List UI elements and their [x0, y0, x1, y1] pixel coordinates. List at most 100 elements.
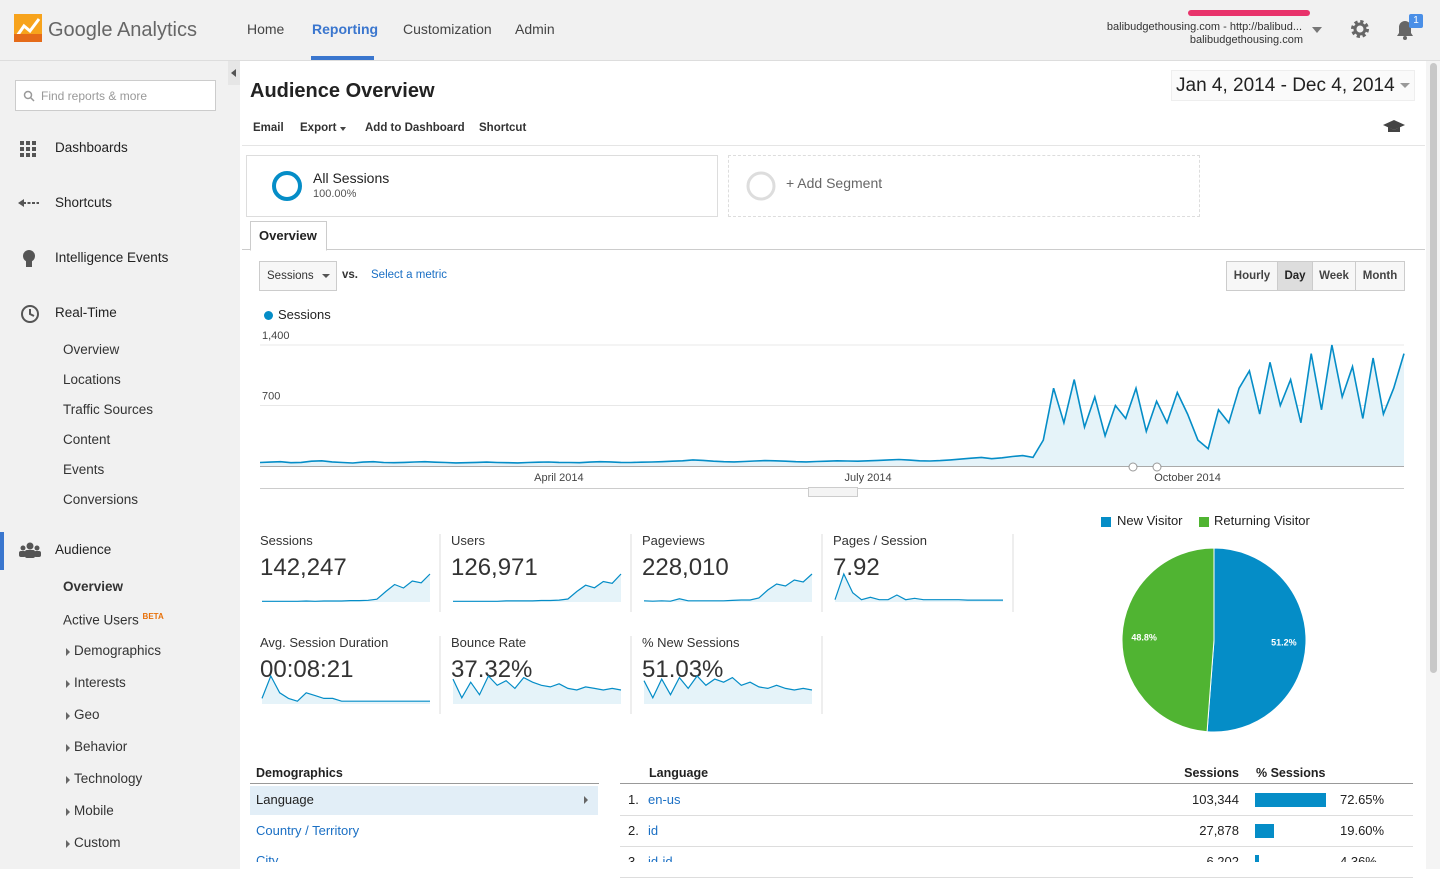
sidebar-item[interactable]: Audience	[55, 542, 112, 557]
dashboards-icon	[20, 141, 36, 157]
toolbar-button[interactable]: Export	[300, 122, 337, 134]
pie-label: 51.2%	[1271, 638, 1297, 648]
pie-legend-swatch	[1101, 517, 1111, 527]
granularity-button[interactable]: Month	[1355, 261, 1405, 291]
toolbar-button[interactable]: Add to Dashboard	[365, 122, 465, 134]
sidebar-subitem[interactable]: Interests	[74, 675, 126, 690]
granularity-button-active[interactable]: Day	[1277, 261, 1313, 291]
metric-label: Pageviews	[642, 533, 705, 548]
pie-legend-swatch	[1199, 517, 1209, 527]
nav-underline	[311, 56, 374, 60]
segment-name: All Sessions	[313, 170, 390, 186]
add-segment-label: + Add Segment	[786, 175, 883, 191]
metric-value: 228,010	[642, 554, 729, 581]
annotation-marker	[1152, 462, 1162, 472]
metric-select-label: Sessions	[267, 270, 314, 282]
toolbar-button[interactable]: Email	[253, 122, 284, 134]
audience-icon	[19, 542, 41, 558]
chart-resize-handle[interactable]	[808, 487, 858, 497]
segment-card[interactable]: All Sessions 100.00%	[246, 155, 718, 217]
toolbar-button[interactable]: Shortcut	[479, 122, 527, 134]
column-header: % Sessions	[1256, 766, 1326, 780]
account-dropdown[interactable]	[1312, 27, 1322, 33]
sidebar-subitem[interactable]: Technology	[74, 771, 143, 786]
sidebar-subitem[interactable]: Conversions	[63, 492, 139, 507]
nav-link[interactable]: Home	[247, 21, 285, 37]
sidebar-item[interactable]: Dashboards	[55, 140, 128, 155]
pie-legend-label: New Visitor	[1117, 513, 1183, 528]
select-metric-link[interactable]: Select a metric	[371, 269, 448, 281]
sidebar-subitem[interactable]: Geo	[74, 707, 100, 722]
legend-label: Sessions	[278, 307, 331, 322]
metric-label: Bounce Rate	[451, 635, 527, 650]
x-tick-label: April 2014	[534, 472, 584, 484]
sidebar-subitem[interactable]: Content	[63, 432, 111, 447]
sidebar-subitem[interactable]: Traffic Sources	[63, 402, 154, 417]
pie-label: 48.8%	[1131, 632, 1157, 642]
sidebar-item[interactable]: Intelligence Events	[55, 250, 169, 265]
settings-icon[interactable]	[1350, 19, 1370, 39]
nav-link[interactable]: Admin	[515, 21, 555, 37]
area-fill	[260, 345, 1404, 466]
rank: 3.	[628, 853, 639, 871]
demographic-item[interactable]: Country / Territory	[256, 823, 360, 838]
language-link[interactable]: en-us	[648, 792, 681, 807]
sidebar-subitem-label: Active Users	[63, 612, 139, 628]
language-link[interactable]: id	[648, 823, 659, 838]
header: Google Analytics Home Reporting Customiz…	[0, 0, 1440, 61]
legend-dot	[264, 311, 273, 320]
granularity-button[interactable]: Week	[1312, 261, 1356, 291]
add-segment[interactable]: + Add Segment	[728, 155, 1200, 217]
sidebar-subitem[interactable]: Active Users BETA	[63, 608, 164, 630]
account-line: balibudgethousing.com	[1189, 34, 1303, 46]
nav-link[interactable]: Customization	[403, 21, 492, 37]
metric-label: % New Sessions	[642, 635, 740, 650]
account-line[interactable]: balibudgethousing.com - http://balibud..…	[1106, 21, 1302, 33]
search-box[interactable]: Find reports & more	[15, 80, 216, 111]
sidebar-subitem-active[interactable]: Overview	[63, 579, 124, 594]
active-marker	[0, 532, 4, 570]
metric-label: Pages / Session	[833, 533, 927, 548]
sidebar-subitem[interactable]: Behavior	[74, 739, 128, 754]
sidebar-item[interactable]: Real-Time	[55, 305, 117, 320]
collapse-button[interactable]	[228, 61, 240, 85]
vs-label: vs.	[342, 269, 358, 281]
sessions: 27,878	[1199, 823, 1239, 838]
metric-label: Users	[451, 533, 485, 548]
intelligence-icon	[23, 250, 35, 267]
sidebar-subitem[interactable]: Demographics	[74, 643, 162, 658]
search-icon	[23, 90, 35, 102]
sidebar	[0, 61, 240, 869]
demographic-item[interactable]: Language	[256, 792, 314, 807]
granularity-button[interactable]: Hourly	[1226, 261, 1278, 291]
segment-share: 100.00%	[313, 188, 357, 200]
education-icon[interactable]	[1383, 120, 1405, 134]
sidebar-subitem[interactable]: Custom	[74, 835, 121, 850]
column-header: Language	[649, 766, 709, 780]
cutoff	[240, 862, 1426, 869]
nav-link[interactable]: Reporting	[312, 21, 379, 37]
pie-slice	[1121, 547, 1215, 733]
metric-select[interactable]: Sessions	[259, 261, 337, 291]
sidebar-subitem[interactable]: Mobile	[74, 803, 114, 818]
sidebar-subitem[interactable]: Overview	[63, 342, 120, 357]
table-title: Demographics	[256, 766, 343, 780]
sidebar-subitem[interactable]: Events	[63, 462, 105, 477]
date-picker[interactable]: Jan 4, 2014 - Dec 4, 2014	[1171, 70, 1415, 101]
row-divider	[620, 846, 1413, 847]
sidebar-subitem[interactable]: Locations	[63, 372, 121, 387]
metric-label: Avg. Session Duration	[260, 635, 389, 650]
annotation-marker	[1128, 462, 1138, 472]
tab[interactable]: Overview	[250, 221, 327, 251]
date-range: Jan 4, 2014 - Dec 4, 2014	[1176, 75, 1395, 96]
row-divider	[620, 815, 1413, 816]
column-header: Sessions	[1184, 766, 1239, 780]
series-line	[259, 344, 1405, 464]
metric-value: 00:08:21	[260, 656, 354, 683]
pie-legend-label: Returning Visitor	[1214, 513, 1310, 528]
sidebar-item[interactable]: Shortcuts	[55, 195, 113, 210]
x-tick-label: July 2014	[845, 472, 892, 484]
metric-value: 51.03%	[642, 656, 724, 683]
search-placeholder: Find reports & more	[41, 89, 148, 103]
metric-value: 37.32%	[451, 656, 533, 683]
